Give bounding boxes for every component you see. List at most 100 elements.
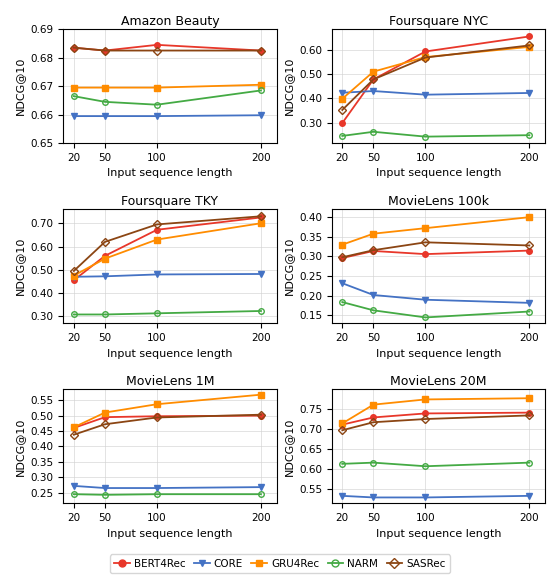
SASRec: [526, 412, 533, 419]
SASRec: [422, 54, 429, 61]
GRU4Rec: [526, 395, 533, 402]
BERT4Rec: [101, 47, 108, 54]
Line: NARM: NARM: [339, 129, 532, 139]
SASRec: [370, 247, 377, 254]
SASRec: [339, 427, 346, 434]
GRU4Rec: [422, 396, 429, 403]
BERT4Rec: [370, 414, 377, 421]
NARM: [526, 132, 533, 139]
Line: GRU4Rec: GRU4Rec: [71, 220, 264, 279]
BERT4Rec: [258, 412, 264, 419]
X-axis label: Input sequence length: Input sequence length: [107, 529, 233, 539]
Line: BERT4Rec: BERT4Rec: [339, 248, 532, 261]
Line: CORE: CORE: [339, 280, 532, 306]
GRU4Rec: [71, 272, 77, 279]
Line: BERT4Rec: BERT4Rec: [71, 214, 264, 283]
GRU4Rec: [101, 255, 108, 262]
BERT4Rec: [71, 45, 77, 51]
CORE: [258, 112, 264, 118]
NARM: [370, 128, 377, 135]
GRU4Rec: [258, 391, 264, 398]
SASRec: [153, 47, 160, 54]
NARM: [71, 491, 77, 498]
Line: BERT4Rec: BERT4Rec: [339, 34, 532, 126]
CORE: [71, 273, 77, 280]
CORE: [422, 91, 429, 98]
NARM: [258, 491, 264, 498]
BERT4Rec: [339, 120, 346, 127]
BERT4Rec: [526, 33, 533, 40]
SASRec: [71, 431, 77, 438]
Y-axis label: NDCG@10: NDCG@10: [15, 417, 25, 476]
Line: SASRec: SASRec: [71, 45, 264, 53]
CORE: [370, 87, 377, 94]
CORE: [370, 291, 377, 298]
CORE: [422, 297, 429, 303]
NARM: [71, 311, 77, 318]
NARM: [370, 459, 377, 466]
GRU4Rec: [526, 214, 533, 221]
GRU4Rec: [370, 230, 377, 237]
BERT4Rec: [339, 421, 346, 428]
CORE: [526, 90, 533, 97]
Title: MovieLens 1M: MovieLens 1M: [125, 375, 214, 388]
Legend: BERT4Rec, CORE, GRU4Rec, NARM, SASRec: BERT4Rec, CORE, GRU4Rec, NARM, SASRec: [110, 554, 450, 573]
NARM: [258, 307, 264, 314]
SASRec: [258, 411, 264, 418]
BERT4Rec: [101, 414, 108, 421]
X-axis label: Input sequence length: Input sequence length: [376, 168, 501, 179]
GRU4Rec: [101, 409, 108, 416]
Line: GRU4Rec: GRU4Rec: [71, 392, 264, 430]
Line: BERT4Rec: BERT4Rec: [71, 42, 264, 53]
Line: CORE: CORE: [71, 113, 264, 119]
Title: MovieLens 100k: MovieLens 100k: [388, 195, 489, 208]
SASRec: [101, 47, 108, 54]
GRU4Rec: [258, 81, 264, 88]
Line: BERT4Rec: BERT4Rec: [339, 410, 532, 427]
BERT4Rec: [258, 214, 264, 221]
SASRec: [71, 45, 77, 51]
GRU4Rec: [422, 225, 429, 232]
CORE: [339, 89, 346, 96]
NARM: [526, 308, 533, 315]
SASRec: [370, 76, 377, 83]
SASRec: [153, 221, 160, 228]
GRU4Rec: [370, 401, 377, 408]
SASRec: [422, 416, 429, 423]
Line: SASRec: SASRec: [71, 412, 264, 438]
Line: SASRec: SASRec: [71, 213, 264, 274]
CORE: [153, 113, 160, 120]
SASRec: [370, 419, 377, 426]
NARM: [339, 460, 346, 467]
NARM: [526, 459, 533, 466]
CORE: [370, 494, 377, 501]
SASRec: [101, 421, 108, 428]
Line: CORE: CORE: [339, 88, 532, 98]
NARM: [101, 491, 108, 498]
X-axis label: Input sequence length: Input sequence length: [107, 168, 233, 179]
BERT4Rec: [339, 254, 346, 261]
CORE: [339, 492, 346, 499]
Line: CORE: CORE: [71, 271, 264, 280]
Line: CORE: CORE: [71, 483, 264, 491]
Line: GRU4Rec: GRU4Rec: [71, 82, 264, 90]
BERT4Rec: [370, 76, 377, 83]
X-axis label: Input sequence length: Input sequence length: [107, 349, 233, 358]
BERT4Rec: [71, 277, 77, 284]
GRU4Rec: [153, 84, 160, 91]
NARM: [153, 491, 160, 498]
Line: BERT4Rec: BERT4Rec: [71, 413, 264, 431]
SASRec: [101, 238, 108, 245]
Y-axis label: NDCG@10: NDCG@10: [283, 417, 293, 476]
CORE: [526, 492, 533, 499]
GRU4Rec: [101, 84, 108, 91]
BERT4Rec: [71, 424, 77, 431]
BERT4Rec: [422, 410, 429, 417]
CORE: [101, 113, 108, 120]
SASRec: [339, 254, 346, 261]
CORE: [153, 484, 160, 491]
SASRec: [71, 268, 77, 275]
BERT4Rec: [258, 47, 264, 54]
X-axis label: Input sequence length: Input sequence length: [376, 529, 501, 539]
GRU4Rec: [339, 241, 346, 248]
